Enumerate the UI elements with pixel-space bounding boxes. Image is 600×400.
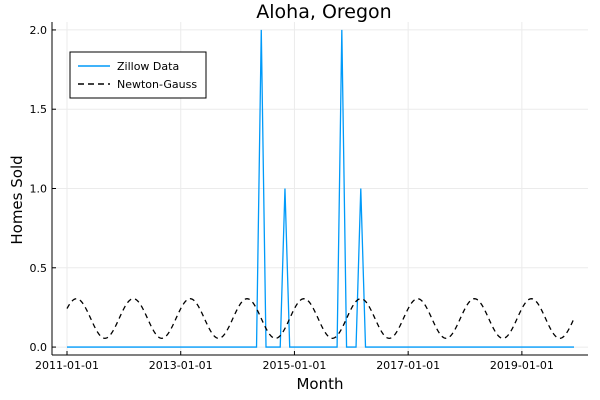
x-tick-label: 2013-01-01 (149, 359, 213, 372)
y-axis-ticks: 0.0 0.5 1.0 1.5 2.0 (30, 24, 56, 354)
series-layer (66, 29, 575, 348)
legend-label-zillow: Zillow Data (117, 60, 179, 73)
x-tick-label: 2015-01-01 (262, 359, 326, 372)
y-tick-label: 1.5 (30, 103, 48, 116)
y-tick-label: 1.0 (30, 183, 48, 196)
legend-box (69, 51, 207, 99)
x-tick-label: 2011-01-01 (35, 359, 99, 372)
chart-title: Aloha, Oregon (256, 1, 391, 23)
series-line-zillow-data (67, 29, 574, 348)
legend: Zillow Data Newton-Gauss (69, 51, 207, 99)
x-axis-ticks: 2011-01-01 2013-01-01 2015-01-01 2017-01-01… (35, 351, 554, 372)
y-tick-label: 0.0 (30, 341, 48, 354)
x-tick-label: 2017-01-01 (376, 359, 440, 372)
x-axis-title: Month (296, 375, 343, 393)
y-axis-title: Homes Sold (8, 155, 26, 244)
series-line-newton-gauss (66, 298, 575, 340)
legend-label-newton-gauss: Newton-Gauss (117, 78, 197, 91)
y-tick-label: 0.5 (30, 262, 48, 275)
y-tick-label: 2.0 (30, 24, 48, 37)
x-tick-label: 2019-01-01 (490, 359, 554, 372)
